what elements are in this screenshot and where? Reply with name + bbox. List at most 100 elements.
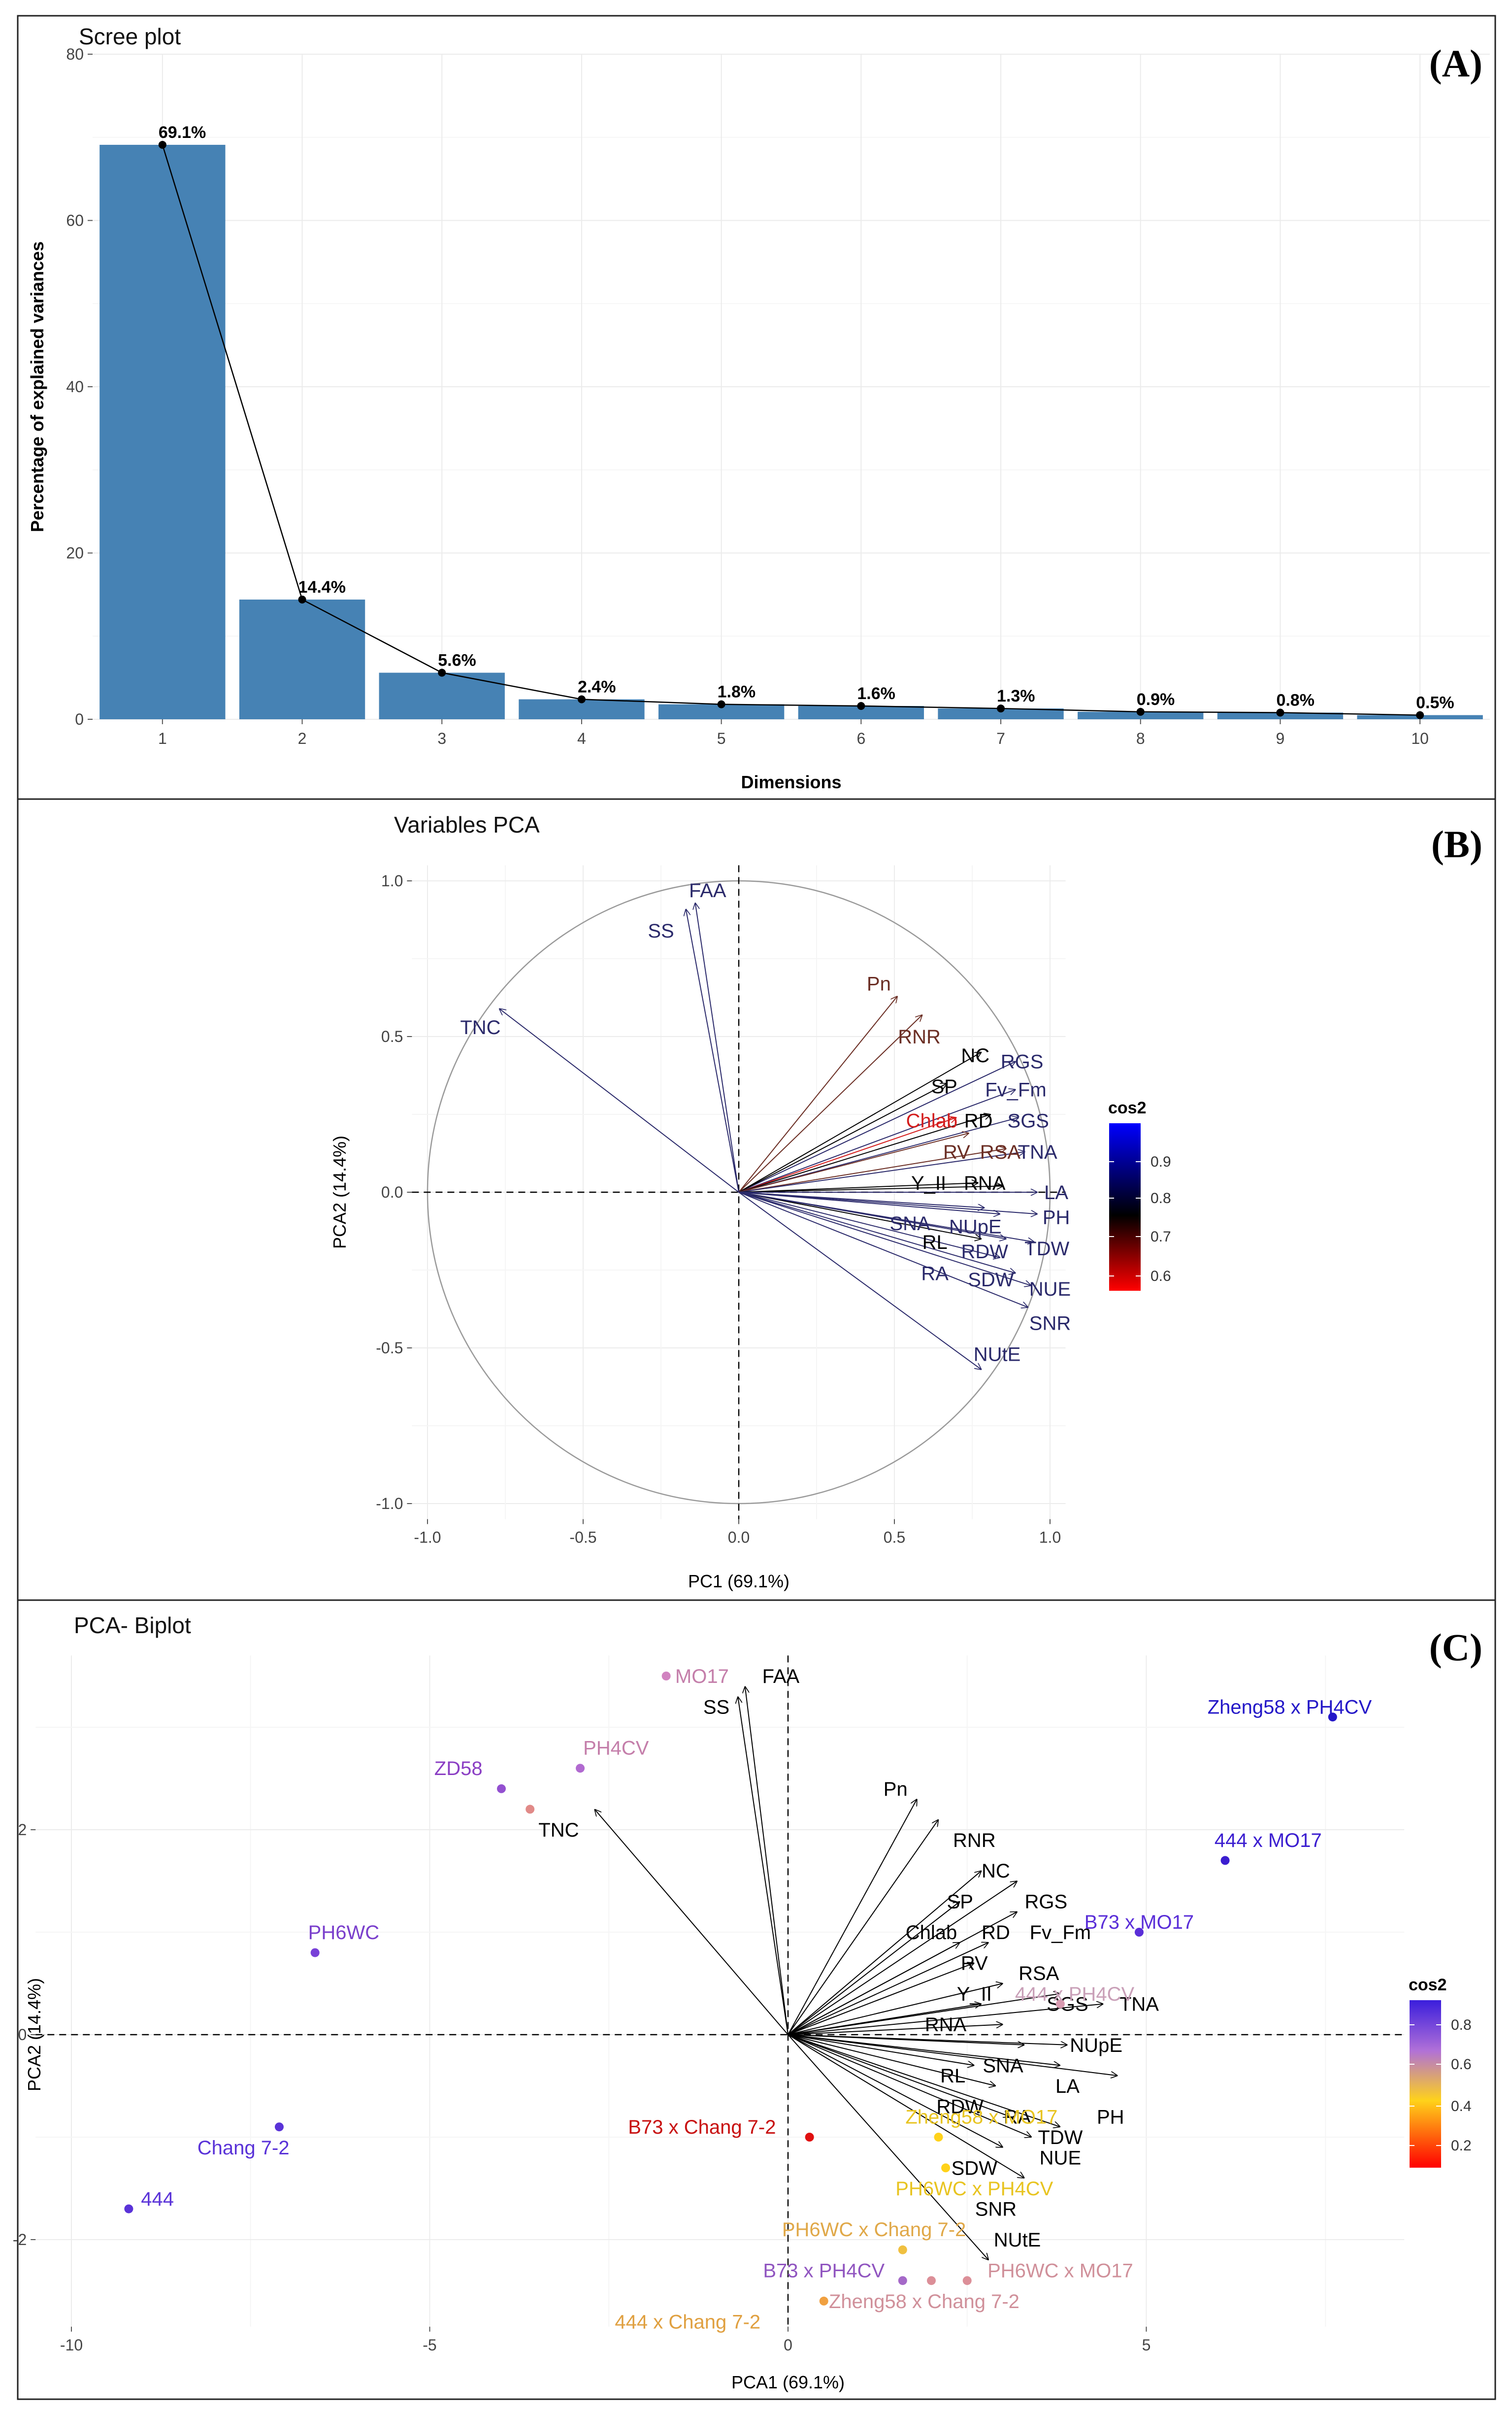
arrow-chlab: [738, 1117, 956, 1193]
var-label-tna: TNA: [1018, 1141, 1057, 1163]
x-tick-label: -10: [60, 2336, 83, 2354]
biplot-arrow-rdw: [788, 2034, 996, 2086]
var-label-nute: NUtE: [974, 1344, 1021, 1366]
individual-point: [898, 2276, 907, 2285]
individual-label: 444 x MO17: [1215, 1830, 1322, 1851]
arrow-pn: [738, 996, 897, 1193]
panel-b-letter: (B): [1431, 823, 1482, 866]
cos2-colorbar: [1109, 1123, 1141, 1291]
biplot-var-label-sgs: SGS: [1047, 1994, 1088, 2015]
arrow-rnr: [738, 1015, 922, 1193]
x-tick-label: 5: [717, 730, 726, 747]
scree-point: [1136, 707, 1145, 716]
biplot-arrow-la: [788, 2034, 1060, 2065]
arrow-snr: [738, 1192, 1028, 1308]
biplot-arrow-rd: [788, 1943, 988, 2035]
biplot-arrow-nute: [788, 2034, 988, 2260]
legend-tick-label: 0.7: [1150, 1229, 1171, 1245]
biplot-arrow-pn: [788, 1799, 917, 2035]
bar-dim-7: [938, 708, 1064, 719]
biplot-arrow-rv: [788, 1963, 974, 2035]
biplot-var-label-rd: RD: [982, 1922, 1010, 1944]
arrow-tnc: [499, 1008, 739, 1193]
arrow-ra: [738, 1192, 1000, 1258]
individual-label: Zheng58 x PH4CV: [1208, 1696, 1372, 1718]
biplot-arrow-sdw: [788, 2034, 1003, 2148]
individual-point: [962, 2276, 972, 2285]
var-label-rd: RD: [964, 1110, 993, 1132]
individual-point: [1055, 1999, 1065, 2009]
scree-point: [857, 702, 865, 710]
var-label-fv_fm: Fv_Fm: [985, 1079, 1046, 1101]
panel-c-letter: (C): [1429, 1626, 1482, 1669]
x-axis-label: Dimensions: [741, 772, 841, 792]
x-tick-label: 0: [784, 2336, 792, 2354]
var-label-rgs: RGS: [1001, 1051, 1044, 1073]
y-tick-label: 0: [75, 710, 84, 728]
arrow-rgs: [738, 1062, 1016, 1193]
x-tick-label: 6: [856, 730, 865, 747]
x-tick-label: 1: [158, 730, 167, 747]
var-label-tdw: TDW: [1024, 1238, 1069, 1260]
y-tick-label: 0: [18, 2026, 27, 2044]
individual-label: Zheng58 x MO17: [905, 2106, 1057, 2128]
biplot-arrow-nc: [788, 1871, 982, 2035]
arrow-nue: [738, 1192, 1031, 1286]
var-label-sna: SNA: [889, 1213, 930, 1235]
biplot-var-label-rl: RL: [940, 2065, 965, 2087]
biplot-var-label-nupe: NUpE: [1070, 2035, 1122, 2056]
individual-point: [274, 2122, 284, 2132]
individual-label: B73 x Chang 7-2: [628, 2116, 776, 2138]
individual-label: 444 x Chang 7-2: [615, 2311, 760, 2333]
biplot-var-label-la: LA: [1055, 2076, 1080, 2097]
legend-tick-label: 0.6: [1150, 1268, 1171, 1284]
var-label-tnc: TNC: [460, 1017, 500, 1039]
x-tick-label: -1.0: [414, 1529, 441, 1546]
individual-point: [1134, 1928, 1144, 1937]
bar-dim-3: [379, 672, 505, 719]
value-label: 1.3%: [997, 687, 1035, 705]
var-label-y_ii: Y_II: [911, 1173, 946, 1194]
individual-point: [497, 1784, 506, 1793]
scree-plot-panel: 0 20 40 60 80 1 2 3 4 5 6 7 8 9 10 69.1% 14.4% 5.6% 2.4% 1.…: [17, 15, 1496, 800]
y-tick-label: 2: [18, 1821, 27, 1839]
value-label: 0.5%: [1416, 694, 1454, 712]
individual-point: [310, 1948, 320, 1957]
x-tick-label: 0.5: [884, 1529, 905, 1546]
arrow-ph: [738, 1192, 1038, 1214]
y-tick-label: -1.0: [376, 1495, 403, 1512]
biplot-var-label-sdw: SDW: [952, 2157, 998, 2179]
biplot-var-label-pn: Pn: [884, 1778, 908, 1800]
value-label: 14.4%: [298, 578, 346, 597]
biplot-var-label-sp: SP: [947, 1891, 973, 1913]
biplot-var-label-ph: PH: [1097, 2106, 1124, 2128]
legend-tick-label: 0.4: [1451, 2098, 1472, 2114]
individual-point: [819, 2296, 828, 2306]
individual-point: [934, 2133, 943, 2142]
biplot-arrow-ss: [738, 1697, 789, 2035]
biplot-arrow-rsa: [788, 1983, 1003, 2035]
legend-tick-label: 0.8: [1150, 1190, 1171, 1207]
legend-tick-label: 0.6: [1451, 2056, 1472, 2073]
biplot-arrow-rgs: [788, 1881, 1018, 2035]
biplot-arrow-ra: [788, 2034, 1010, 2116]
biplot-arrow-nue: [788, 2034, 1032, 2137]
cos2-colorbar: [1410, 2000, 1441, 2168]
individual-label: 444 x PH4CV: [1015, 1983, 1135, 2005]
scree-point: [158, 140, 166, 149]
var-label-sp: SP: [931, 1076, 957, 1098]
arrow-faa: [695, 903, 739, 1193]
var-label-rl: RL: [922, 1232, 948, 1253]
biplot-var-label-ss: SS: [703, 1696, 729, 1718]
var-label-ra: RA: [921, 1263, 949, 1284]
arrow-rna: [738, 1186, 1003, 1193]
value-label: 69.1%: [159, 123, 206, 142]
scree-point: [298, 596, 306, 604]
biplot-arrow-rl: [788, 2034, 974, 2065]
biplot-var-label-rdw: RDW: [936, 2096, 984, 2118]
x-tick-label: -5: [423, 2336, 436, 2354]
arrow-rd: [738, 1114, 991, 1193]
panel-a-title: Scree plot: [79, 24, 181, 49]
biplot-var-label-faa: FAA: [762, 1666, 800, 1687]
